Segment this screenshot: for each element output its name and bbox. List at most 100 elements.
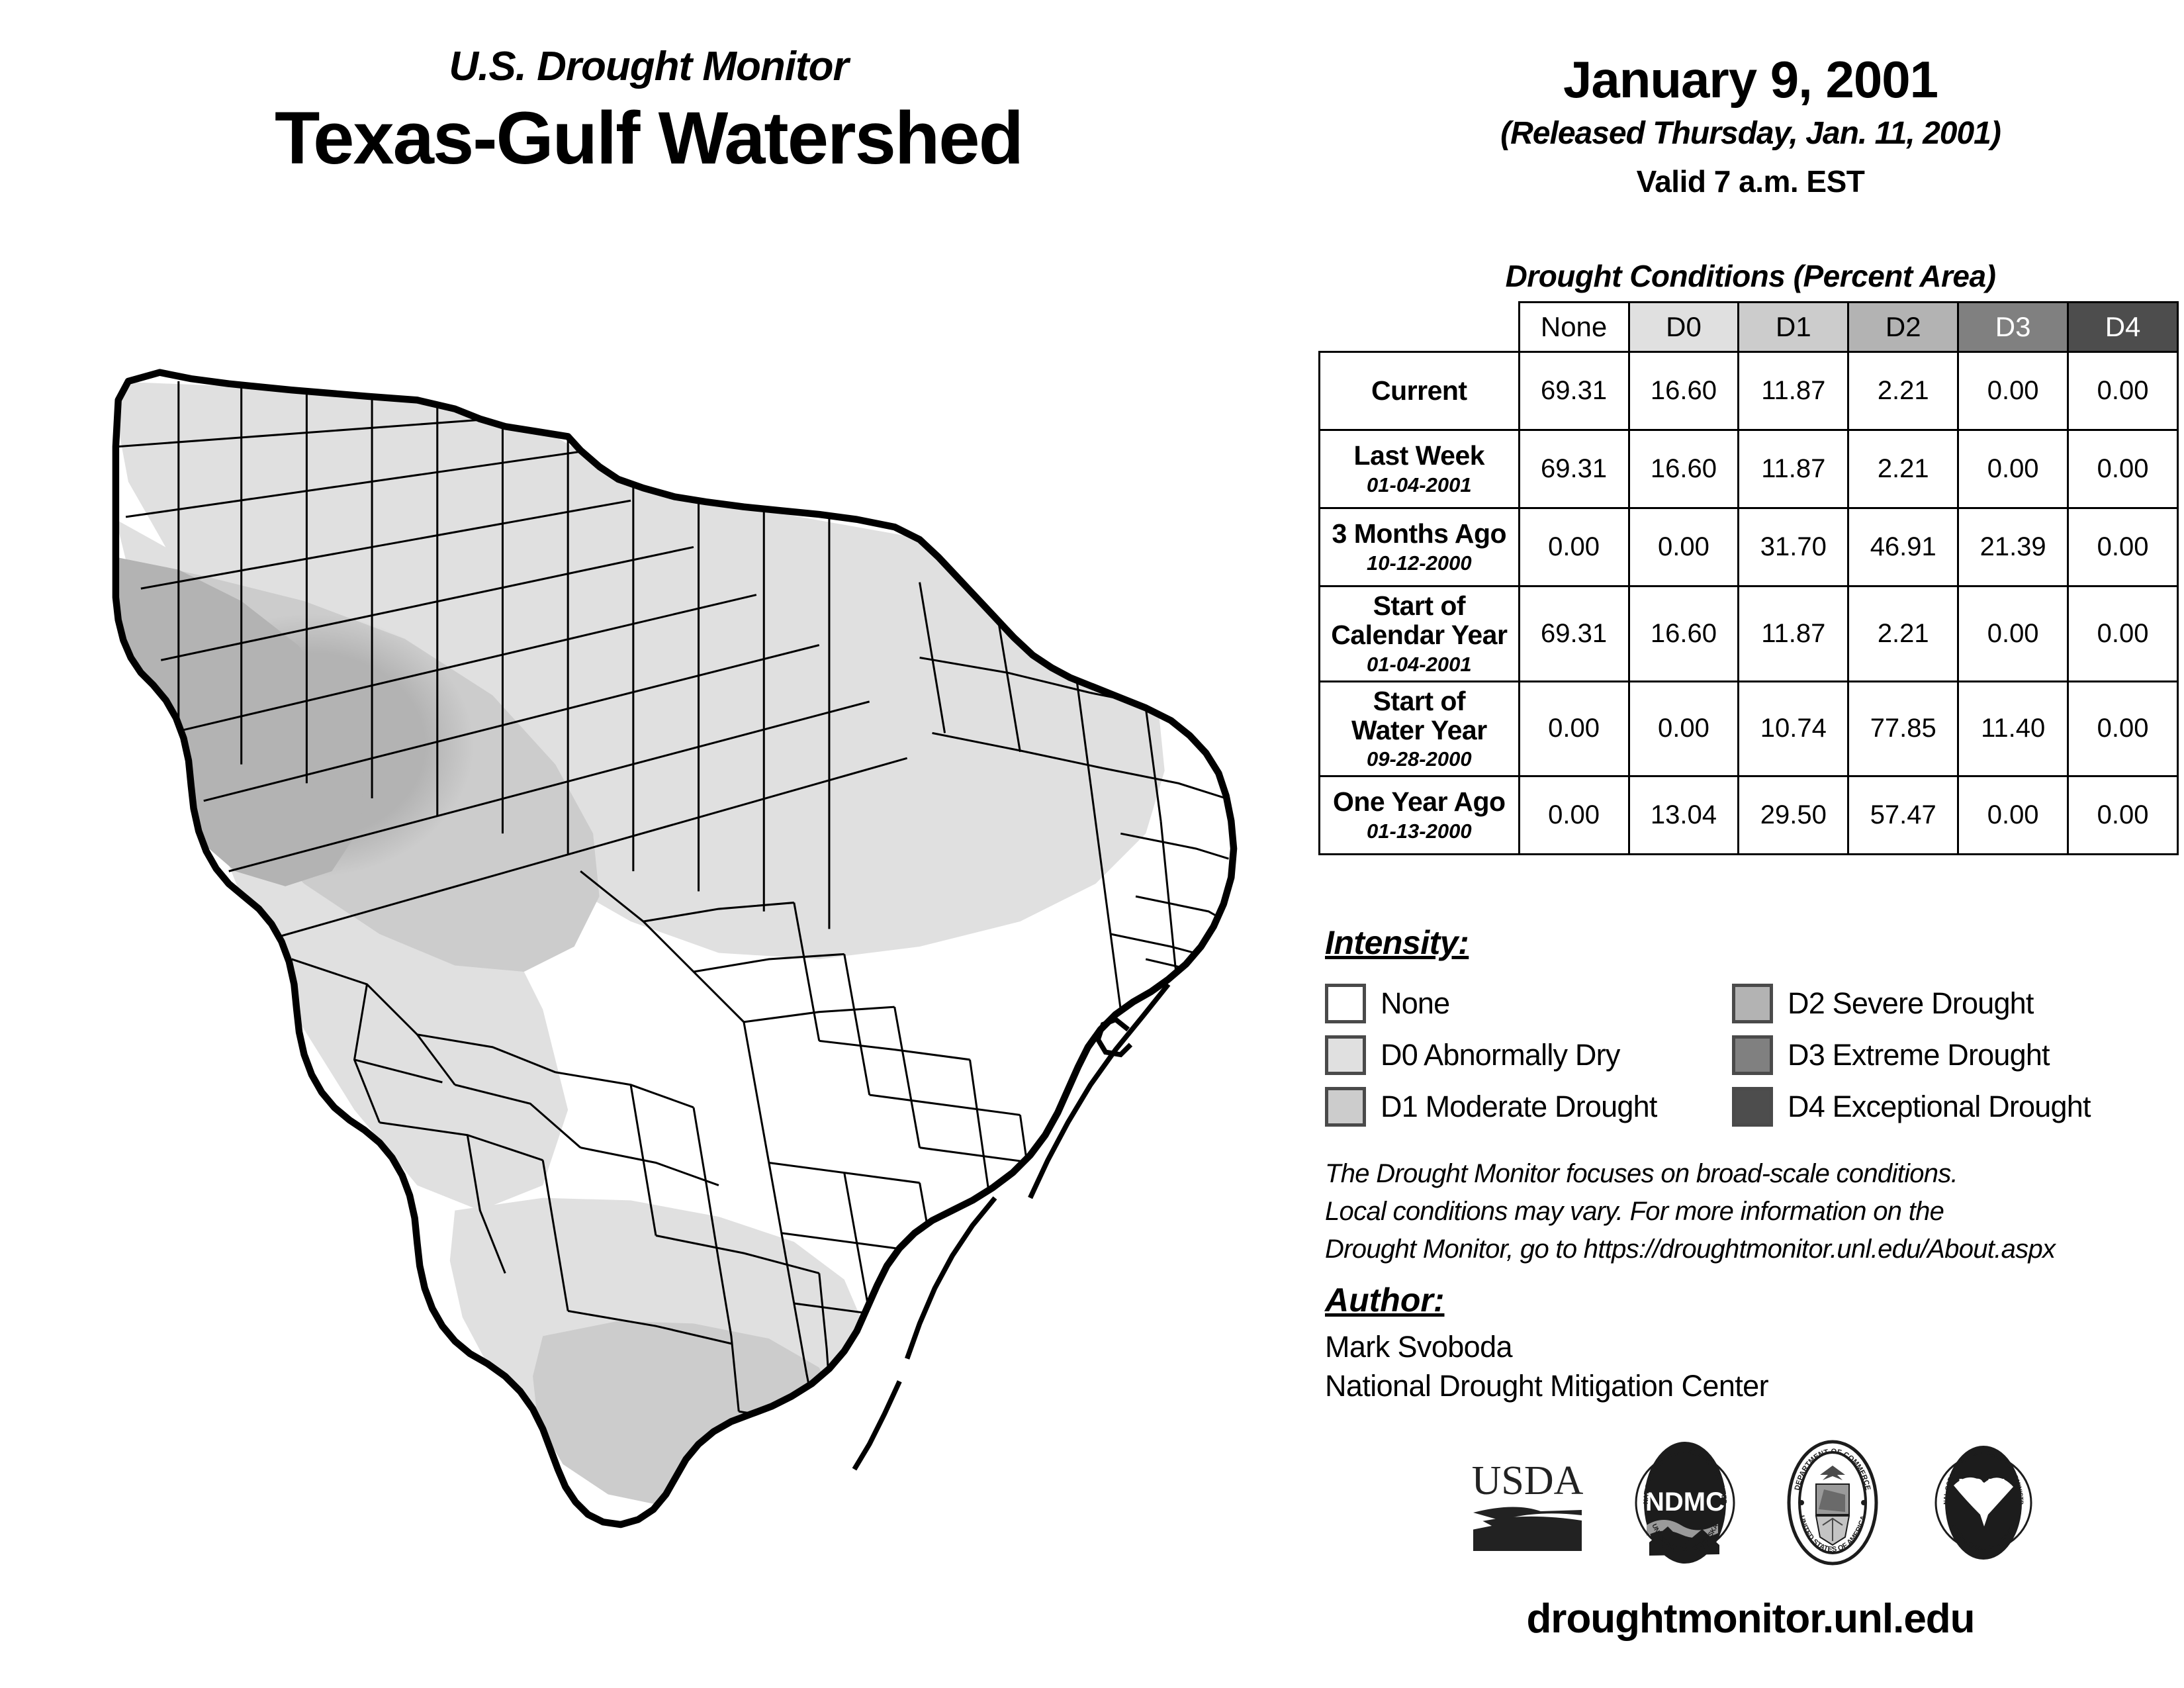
legend-item-d0: D0 Abnormally Dry: [1325, 1029, 1732, 1081]
intensity-legend: Intensity: None D2 Severe Drought D0 Abn…: [1325, 923, 2184, 1133]
legend-label-d0: D0 Abnormally Dry: [1381, 1038, 1620, 1072]
cell-calendar-d0: 16.60: [1627, 585, 1740, 682]
cell-last-week-d0: 16.60: [1627, 429, 1740, 509]
cell-calendar-d2: 2.21: [1847, 585, 1960, 682]
table-row-current: Current 69.31 16.60 11.87 2.21 0.00 0.00: [1318, 351, 2179, 431]
table-row-one-year-ago: One Year Ago 01-13-2000 0.00 13.04 29.50…: [1318, 775, 2179, 856]
author-name: Mark Svoboda: [1325, 1330, 1513, 1364]
cell-calendar-d3: 0.00: [1957, 585, 2070, 682]
row-label-date: 10-12-2000: [1367, 551, 1472, 575]
row-label-date: 09-28-2000: [1367, 747, 1472, 771]
cell-one-year-d1: 29.50: [1737, 775, 1850, 856]
legend-swatch-none: [1325, 984, 1366, 1023]
intensity-heading: Intensity:: [1325, 924, 1469, 961]
row-label-date: 01-04-2001: [1367, 473, 1472, 496]
row-label-text: Start of Calendar Year: [1331, 590, 1508, 651]
cell-current-d0: 16.60: [1627, 351, 1740, 431]
page-subtitle: U.S. Drought Monitor: [449, 44, 848, 89]
row-label-3-months-ago: 3 Months Ago 10-12-2000: [1318, 507, 1520, 587]
cell-3-months-d0: 0.00: [1627, 507, 1740, 587]
legend-swatch-d1: [1325, 1087, 1366, 1127]
author-block: Mark Svoboda National Drought Mitigation…: [1325, 1327, 1769, 1406]
cell-3-months-d2: 46.91: [1847, 507, 1960, 587]
legend-item-d3: D3 Extreme Drought: [1732, 1029, 2139, 1081]
page-title: Texas-Gulf Watershed: [274, 97, 1024, 179]
cell-one-year-d3: 0.00: [1957, 775, 2070, 856]
drought-shading-layer: [115, 381, 1165, 1507]
barrier-islands: [852, 982, 1171, 1471]
cell-last-week-d4: 0.00: [2067, 429, 2179, 509]
row-label-current: Current: [1318, 351, 1520, 431]
cell-calendar-d4: 0.00: [2067, 585, 2179, 682]
table-row-3-months-ago: 3 Months Ago 10-12-2000 0.00 0.00 31.70 …: [1318, 507, 2179, 587]
cell-last-week-d2: 2.21: [1847, 429, 1960, 509]
table-row-start-water-year: Start of Water Year 09-28-2000 0.00 0.00…: [1318, 680, 2179, 778]
release-date: (Released Thursday, Jan. 11, 2001): [1500, 115, 2001, 151]
disclaimer-line-1: The Drought Monitor focuses on broad-sca…: [1325, 1159, 1958, 1188]
row-label-text: Last Week: [1353, 440, 1485, 471]
row-label-date: 01-04-2001: [1367, 652, 1472, 676]
valid-time: Valid 7 a.m. EST: [1636, 164, 1865, 199]
svg-text:USDA: USDA: [1472, 1458, 1584, 1503]
cell-one-year-d0: 13.04: [1627, 775, 1740, 856]
cell-water-d4: 0.00: [2067, 680, 2179, 778]
legend-item-none: None: [1325, 978, 1732, 1029]
col-header-d0: D0: [1627, 301, 1740, 353]
cell-calendar-d1: 11.87: [1737, 585, 1850, 682]
author-heading: Author:: [1325, 1282, 1445, 1319]
watershed-outline: [112, 369, 1238, 1528]
cell-current-none: 69.31: [1518, 351, 1630, 431]
table-header-row: None D0 D1 D2 D3 D4: [1320, 301, 2179, 353]
cell-one-year-d2: 57.47: [1847, 775, 1960, 856]
row-label-start-water-year: Start of Water Year 09-28-2000: [1318, 680, 1520, 778]
cell-3-months-d4: 0.00: [2067, 507, 2179, 587]
col-header-d4: D4: [2067, 301, 2179, 353]
table-caption: Drought Conditions (Percent Area): [1505, 259, 1996, 293]
cell-water-d3: 11.40: [1957, 680, 2070, 778]
disclaimer-text: The Drought Monitor focuses on broad-sca…: [1325, 1155, 2184, 1268]
legend-swatch-d0: [1325, 1035, 1366, 1075]
author-affiliation: National Drought Mitigation Center: [1325, 1369, 1769, 1403]
cell-3-months-none: 0.00: [1518, 507, 1630, 587]
cell-one-year-d4: 0.00: [2067, 775, 2179, 856]
disclaimer-line-2: Local conditions may vary. For more info…: [1325, 1196, 1944, 1226]
legend-label-none: None: [1381, 986, 1450, 1020]
cell-calendar-none: 69.31: [1518, 585, 1630, 682]
department-of-commerce-seal: DEPARTMENT OF COMMERCE UNITED STATES OF …: [1787, 1440, 1878, 1566]
legend-swatch-d3: [1732, 1035, 1773, 1075]
legend-item-d1: D1 Moderate Drought: [1325, 1081, 1732, 1133]
cell-water-d1: 10.74: [1737, 680, 1850, 778]
legend-swatch-d4: [1732, 1087, 1773, 1127]
drought-map: [40, 331, 1297, 1562]
cell-water-d2: 77.85: [1847, 680, 1960, 778]
legend-label-d1: D1 Moderate Drought: [1381, 1090, 1657, 1123]
drought-zone-d0-north: [115, 381, 1165, 959]
galveston-bay: [1095, 1016, 1133, 1058]
row-label-one-year-ago: One Year Ago 01-13-2000: [1318, 775, 1520, 856]
cell-current-d1: 11.87: [1737, 351, 1850, 431]
row-label-last-week: Last Week 01-04-2001: [1318, 429, 1520, 509]
cell-3-months-d1: 31.70: [1737, 507, 1850, 587]
drought-conditions-table: None D0 D1 D2 D3 D4 Current 69.31 16.60 …: [1318, 301, 2179, 856]
noaa-logo: NOAA NATIONAL OCEANIC AND ATMOSPHERIC AD…: [1927, 1436, 2032, 1560]
svg-text:NOAA: NOAA: [1958, 1475, 2009, 1495]
row-label-text: 3 Months Ago: [1332, 518, 1507, 549]
cell-current-d2: 2.21: [1847, 351, 1960, 431]
info-panel: January 9, 2001 (Released Thursday, Jan.…: [1317, 0, 2184, 1688]
row-label-start-calendar-year: Start of Calendar Year 01-04-2001: [1318, 585, 1520, 682]
cell-current-d3: 0.00: [1957, 351, 2070, 431]
cell-last-week-d1: 11.87: [1737, 429, 1850, 509]
cell-last-week-d3: 0.00: [1957, 429, 2070, 509]
col-header-d3: D3: [1957, 301, 2070, 353]
table-row-last-week: Last Week 01-04-2001 69.31 16.60 11.87 2…: [1318, 429, 2179, 509]
svg-text:NDMC: NDMC: [1645, 1487, 1725, 1517]
row-label-date: 01-13-2000: [1367, 819, 1472, 843]
drought-map-svg: [112, 369, 1238, 1528]
cell-current-d4: 0.00: [2067, 351, 2179, 431]
report-date: January 9, 2001: [1563, 50, 1938, 109]
legend-label-d2: D2 Severe Drought: [1788, 986, 2034, 1020]
title-block: U.S. Drought Monitor Texas-Gulf Watershe…: [0, 44, 1297, 180]
row-label-text: One Year Ago: [1333, 786, 1506, 818]
legend-label-d4: D4 Exceptional Drought: [1788, 1090, 2091, 1123]
table-row-start-calendar-year: Start of Calendar Year 01-04-2001 69.31 …: [1318, 585, 2179, 682]
